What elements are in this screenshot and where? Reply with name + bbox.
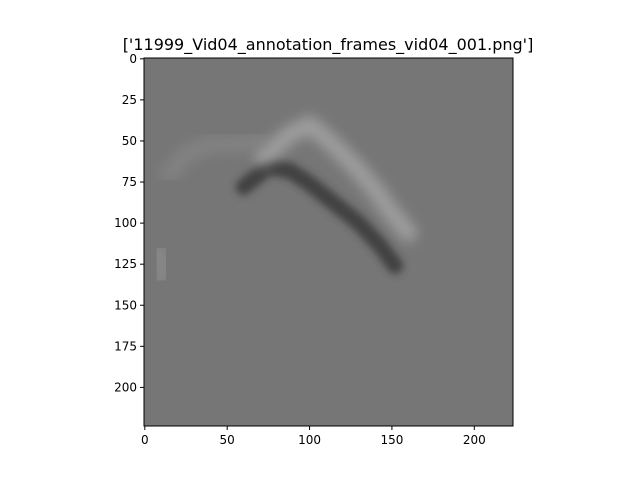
- feature-light-blob-left: [147, 241, 176, 287]
- x-axis: 0 50 100 150 200: [141, 426, 486, 447]
- x-tick-label: 50: [220, 433, 235, 447]
- y-axis: 0 25 50 75 100 125 150 175 200: [114, 52, 144, 394]
- x-tick-label: 150: [380, 433, 403, 447]
- x-tick-label: 0: [141, 433, 149, 447]
- y-tick-label: 0: [129, 52, 137, 66]
- y-tick-label: 25: [122, 93, 137, 107]
- y-tick-label: 200: [114, 380, 137, 394]
- axes-frame: [143, 57, 514, 427]
- y-tick-label: 150: [114, 298, 137, 312]
- y-tick-label: 125: [114, 257, 137, 271]
- feature-light-arc-upper: [254, 115, 418, 242]
- chart-title: ['11999_Vid04_annotation_frames_vid04_00…: [123, 35, 534, 55]
- x-tick-label: 200: [463, 433, 486, 447]
- x-tick-label: 100: [298, 433, 321, 447]
- y-tick-label: 100: [114, 216, 137, 230]
- feature-light-band-left: [160, 131, 270, 183]
- feature-dark-arc: [235, 159, 404, 274]
- plot-area: [144, 58, 513, 426]
- image-background: [144, 58, 513, 426]
- y-tick-label: 175: [114, 339, 137, 353]
- image-features: [147, 115, 418, 287]
- y-tick-label: 50: [122, 134, 137, 148]
- y-tick-label: 75: [122, 175, 137, 189]
